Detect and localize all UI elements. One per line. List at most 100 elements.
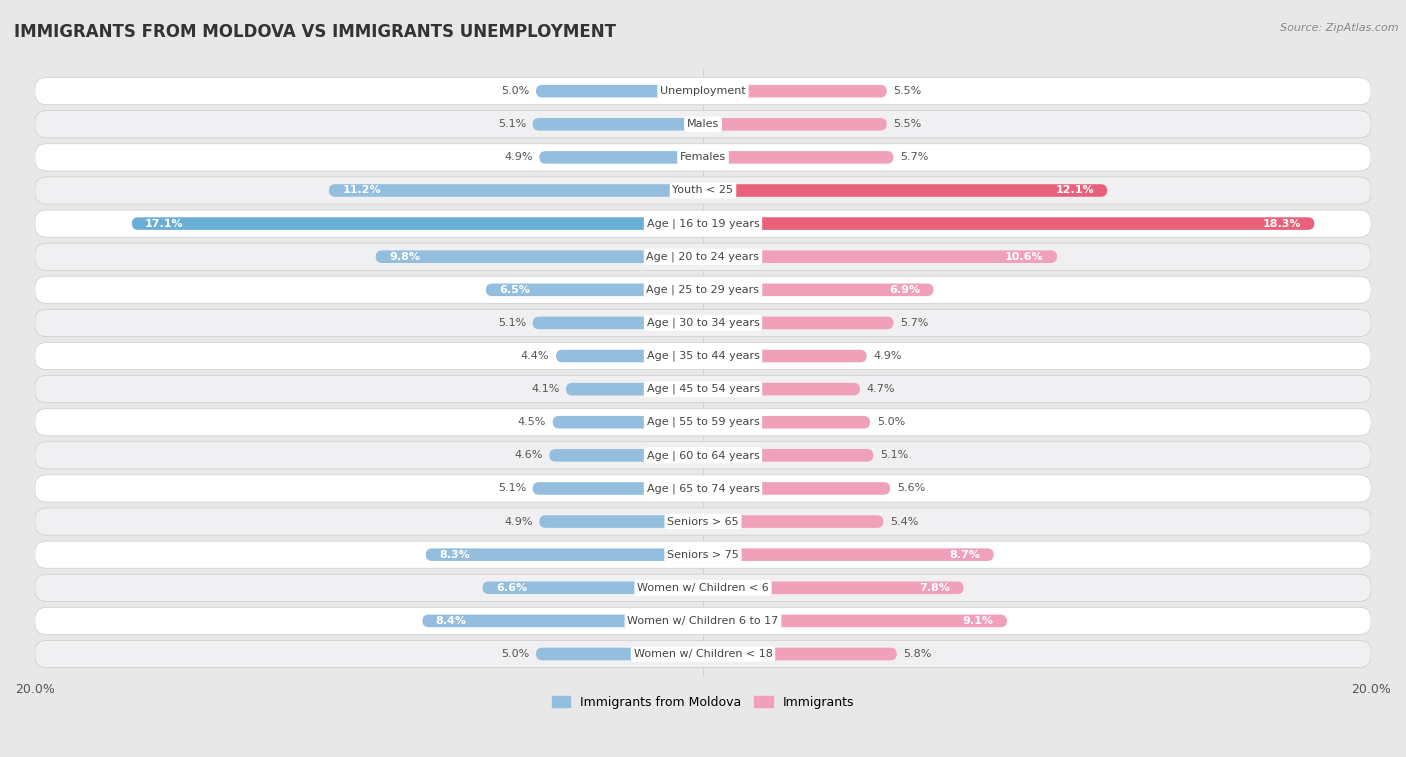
FancyBboxPatch shape	[533, 316, 703, 329]
FancyBboxPatch shape	[703, 151, 893, 164]
FancyBboxPatch shape	[703, 184, 1107, 197]
FancyBboxPatch shape	[703, 316, 893, 329]
FancyBboxPatch shape	[35, 243, 1371, 270]
FancyBboxPatch shape	[35, 442, 1371, 469]
Text: Males: Males	[688, 120, 718, 129]
Text: 4.9%: 4.9%	[505, 152, 533, 163]
Text: 5.0%: 5.0%	[877, 417, 905, 427]
Text: 4.4%: 4.4%	[520, 351, 550, 361]
Text: Seniors > 65: Seniors > 65	[668, 516, 738, 527]
Text: Women w/ Children 6 to 17: Women w/ Children 6 to 17	[627, 616, 779, 626]
FancyBboxPatch shape	[35, 541, 1371, 569]
Text: Source: ZipAtlas.com: Source: ZipAtlas.com	[1281, 23, 1399, 33]
FancyBboxPatch shape	[132, 217, 703, 230]
FancyBboxPatch shape	[536, 648, 703, 660]
Text: 9.1%: 9.1%	[963, 616, 994, 626]
FancyBboxPatch shape	[536, 85, 703, 98]
FancyBboxPatch shape	[35, 640, 1371, 668]
FancyBboxPatch shape	[703, 284, 934, 296]
FancyBboxPatch shape	[703, 482, 890, 495]
Text: 5.5%: 5.5%	[893, 86, 922, 96]
Text: 5.1%: 5.1%	[498, 318, 526, 328]
Text: 4.6%: 4.6%	[515, 450, 543, 460]
FancyBboxPatch shape	[703, 615, 1007, 628]
FancyBboxPatch shape	[482, 581, 703, 594]
FancyBboxPatch shape	[703, 383, 860, 395]
Text: Unemployment: Unemployment	[661, 86, 745, 96]
FancyBboxPatch shape	[35, 475, 1371, 502]
Text: Youth < 25: Youth < 25	[672, 185, 734, 195]
Text: 5.7%: 5.7%	[900, 152, 928, 163]
Text: 4.9%: 4.9%	[873, 351, 901, 361]
Text: 5.8%: 5.8%	[904, 649, 932, 659]
Text: 5.4%: 5.4%	[890, 516, 918, 527]
FancyBboxPatch shape	[35, 177, 1371, 204]
FancyBboxPatch shape	[703, 581, 963, 594]
Text: 5.7%: 5.7%	[900, 318, 928, 328]
FancyBboxPatch shape	[422, 615, 703, 628]
FancyBboxPatch shape	[540, 151, 703, 164]
FancyBboxPatch shape	[567, 383, 703, 395]
Text: Age | 60 to 64 years: Age | 60 to 64 years	[647, 450, 759, 460]
Text: 6.6%: 6.6%	[496, 583, 527, 593]
Text: Age | 30 to 34 years: Age | 30 to 34 years	[647, 318, 759, 329]
FancyBboxPatch shape	[553, 416, 703, 428]
FancyBboxPatch shape	[35, 575, 1371, 601]
Text: 5.1%: 5.1%	[498, 120, 526, 129]
Text: 5.1%: 5.1%	[880, 450, 908, 460]
FancyBboxPatch shape	[533, 118, 703, 130]
Text: 7.8%: 7.8%	[920, 583, 950, 593]
Text: 5.1%: 5.1%	[498, 484, 526, 494]
FancyBboxPatch shape	[703, 350, 866, 363]
FancyBboxPatch shape	[426, 548, 703, 561]
FancyBboxPatch shape	[375, 251, 703, 263]
Text: 8.4%: 8.4%	[436, 616, 467, 626]
FancyBboxPatch shape	[703, 118, 887, 130]
Text: 4.7%: 4.7%	[866, 384, 896, 394]
FancyBboxPatch shape	[555, 350, 703, 363]
Text: 4.1%: 4.1%	[531, 384, 560, 394]
Text: 18.3%: 18.3%	[1263, 219, 1301, 229]
Text: Age | 55 to 59 years: Age | 55 to 59 years	[647, 417, 759, 428]
Text: 11.2%: 11.2%	[342, 185, 381, 195]
Text: 10.6%: 10.6%	[1005, 252, 1043, 262]
FancyBboxPatch shape	[703, 516, 883, 528]
Text: 5.0%: 5.0%	[501, 649, 529, 659]
FancyBboxPatch shape	[35, 77, 1371, 104]
Text: Women w/ Children < 18: Women w/ Children < 18	[634, 649, 772, 659]
Text: 4.9%: 4.9%	[505, 516, 533, 527]
Text: 9.8%: 9.8%	[389, 252, 420, 262]
FancyBboxPatch shape	[35, 375, 1371, 403]
FancyBboxPatch shape	[35, 144, 1371, 171]
FancyBboxPatch shape	[486, 284, 703, 296]
Text: IMMIGRANTS FROM MOLDOVA VS IMMIGRANTS UNEMPLOYMENT: IMMIGRANTS FROM MOLDOVA VS IMMIGRANTS UN…	[14, 23, 616, 41]
Text: 8.7%: 8.7%	[949, 550, 980, 559]
Text: Seniors > 75: Seniors > 75	[666, 550, 740, 559]
Text: Age | 16 to 19 years: Age | 16 to 19 years	[647, 218, 759, 229]
Text: 5.5%: 5.5%	[893, 120, 922, 129]
FancyBboxPatch shape	[35, 508, 1371, 535]
Text: Age | 45 to 54 years: Age | 45 to 54 years	[647, 384, 759, 394]
FancyBboxPatch shape	[35, 276, 1371, 304]
Text: 6.5%: 6.5%	[499, 285, 530, 294]
FancyBboxPatch shape	[703, 85, 887, 98]
Text: 4.5%: 4.5%	[517, 417, 546, 427]
FancyBboxPatch shape	[35, 210, 1371, 237]
FancyBboxPatch shape	[35, 342, 1371, 369]
Text: 5.6%: 5.6%	[897, 484, 925, 494]
FancyBboxPatch shape	[533, 482, 703, 495]
FancyBboxPatch shape	[329, 184, 703, 197]
FancyBboxPatch shape	[35, 111, 1371, 138]
FancyBboxPatch shape	[703, 251, 1057, 263]
Text: 5.0%: 5.0%	[501, 86, 529, 96]
Text: Age | 35 to 44 years: Age | 35 to 44 years	[647, 350, 759, 361]
Text: Women w/ Children < 6: Women w/ Children < 6	[637, 583, 769, 593]
FancyBboxPatch shape	[550, 449, 703, 462]
Text: Age | 65 to 74 years: Age | 65 to 74 years	[647, 483, 759, 494]
FancyBboxPatch shape	[703, 449, 873, 462]
FancyBboxPatch shape	[703, 217, 1315, 230]
Legend: Immigrants from Moldova, Immigrants: Immigrants from Moldova, Immigrants	[547, 690, 859, 714]
Text: 6.9%: 6.9%	[889, 285, 920, 294]
FancyBboxPatch shape	[703, 548, 994, 561]
FancyBboxPatch shape	[540, 516, 703, 528]
